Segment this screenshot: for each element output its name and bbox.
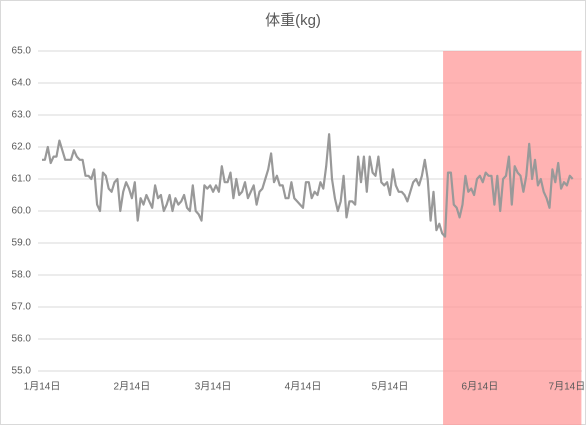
x-tick-label: 2月14日 (114, 381, 151, 393)
shaded-region (443, 51, 582, 425)
y-tick-label: 62.0 (12, 142, 32, 153)
y-tick-label: 59.0 (12, 238, 32, 249)
y-tick-label: 64.0 (12, 78, 32, 89)
x-tick-label: 6月14日 (462, 381, 499, 393)
y-tick-label: 55.0 (12, 366, 32, 377)
x-tick-label: 1月14日 (24, 381, 61, 393)
y-tick-label: 57.0 (12, 302, 32, 313)
y-tick-label: 58.0 (12, 270, 32, 281)
data-line (42, 133, 574, 238)
y-tick-label: 65.0 (12, 46, 32, 57)
y-tick-label: 60.0 (12, 206, 32, 217)
chart-title: 体重(kg) (265, 12, 321, 29)
y-tick-label: 56.0 (12, 334, 32, 345)
x-tick-label: 4月14日 (285, 381, 322, 393)
x-tick-label: 7月14日 (549, 381, 586, 393)
x-tick-label: 3月14日 (195, 381, 232, 393)
x-tick-label: 5月14日 (372, 381, 409, 393)
y-tick-label: 63.0 (12, 110, 32, 121)
y-tick-label: 61.0 (12, 174, 32, 185)
